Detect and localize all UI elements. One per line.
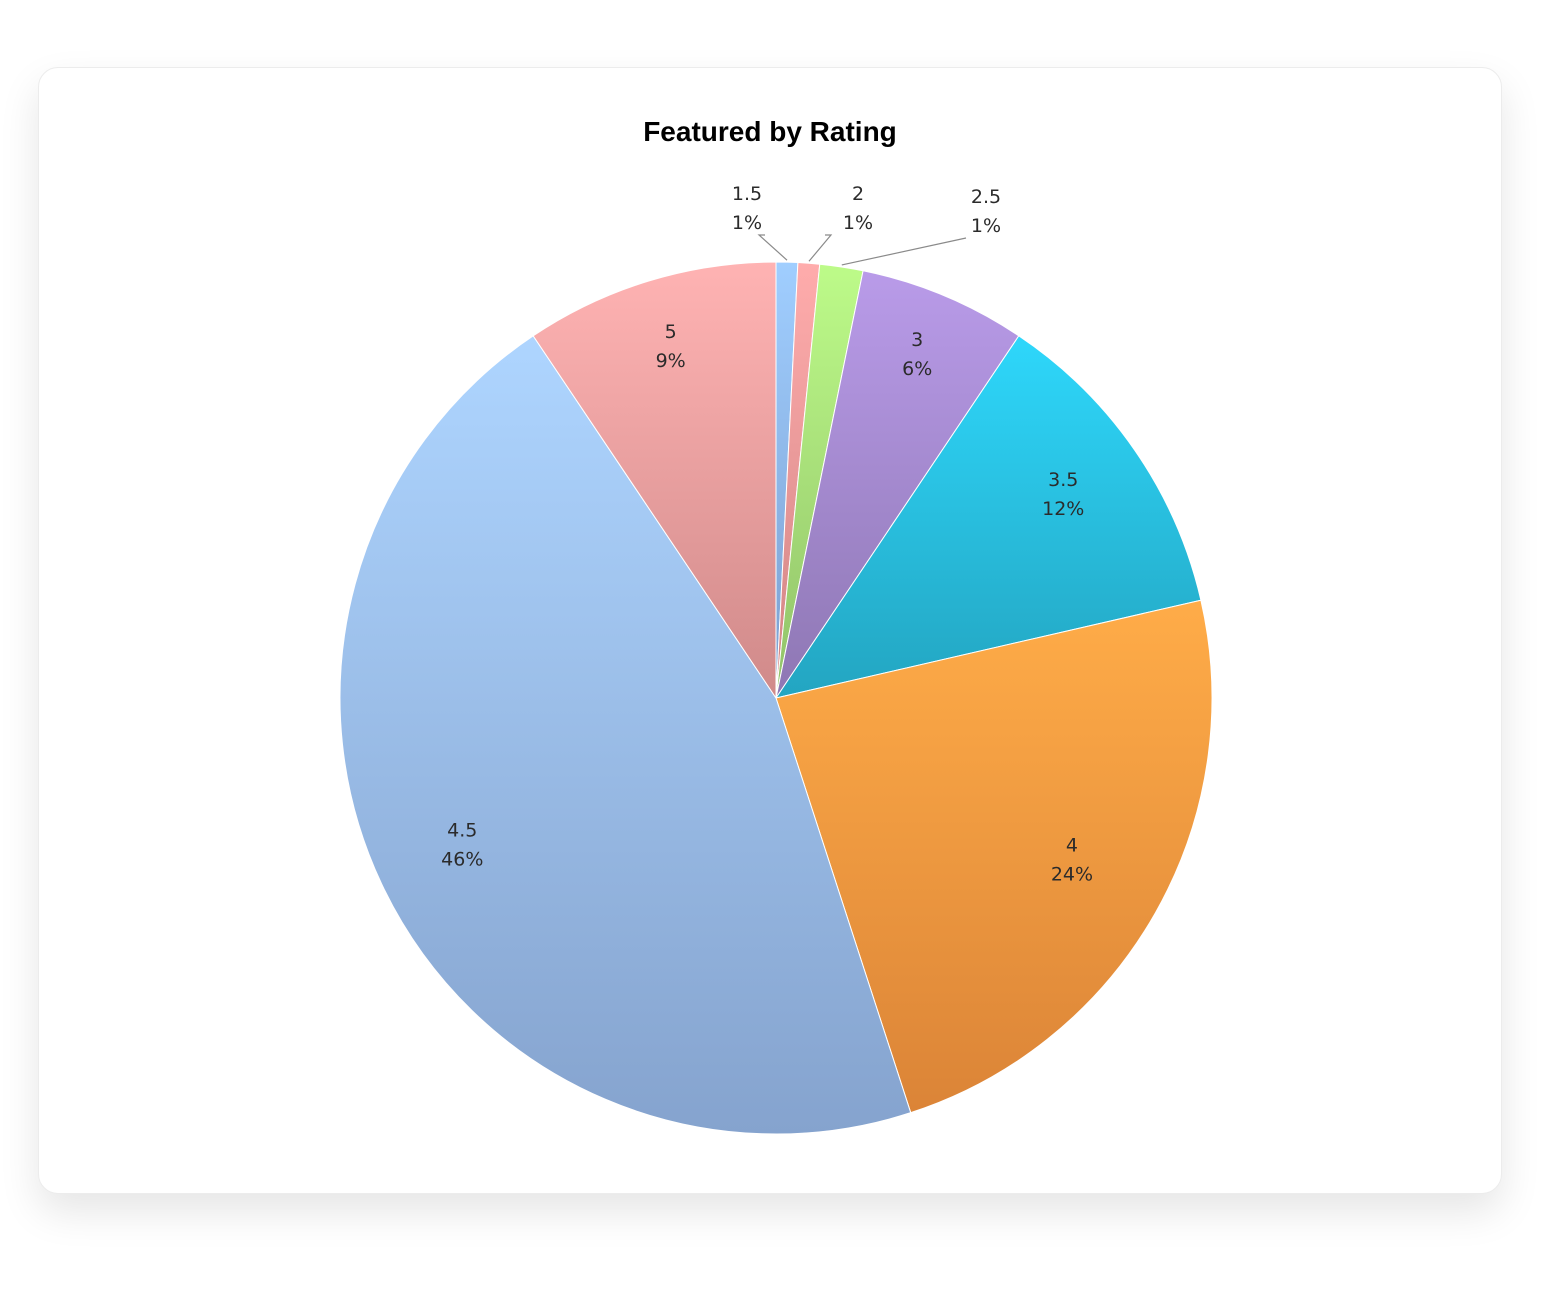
slice-percent-cat4_5: 46% bbox=[441, 848, 483, 870]
slice-label-cat3_5: 3.5 bbox=[1048, 469, 1078, 491]
slice-label-cat2_5: 2.5 bbox=[971, 186, 1001, 208]
slice-cat3_5 bbox=[774, 335, 1202, 699]
leader-line-cat1_5 bbox=[757, 234, 788, 261]
slice-percent-cat5: 9% bbox=[656, 350, 686, 372]
slice-cat4_5 bbox=[339, 335, 912, 1135]
slice-cat3 bbox=[775, 270, 1020, 699]
slice-label-cat4_5: 4.5 bbox=[447, 819, 477, 841]
slice-label-cat3: 3 bbox=[911, 329, 923, 351]
slice-percent-cat3: 6% bbox=[902, 358, 932, 380]
slice-cat4 bbox=[775, 599, 1213, 1114]
slice-label-cat2: 2 bbox=[852, 183, 864, 205]
slice-label-cat4: 4 bbox=[1066, 835, 1078, 857]
slice-percent-cat2_5: 1% bbox=[971, 215, 1001, 237]
chart-title: Featured by Rating bbox=[643, 116, 897, 147]
slice-percent-cat2: 1% bbox=[843, 212, 873, 234]
slice-label-cat5: 5 bbox=[665, 321, 677, 343]
slice-percent-cat1_5: 1% bbox=[732, 212, 762, 234]
leader-line-cat2 bbox=[808, 234, 833, 262]
slice-cat5 bbox=[532, 261, 777, 700]
leader-line-cat2_5 bbox=[841, 237, 967, 266]
slice-percent-cat4: 24% bbox=[1051, 864, 1093, 886]
slice-label-cat1_5: 1.5 bbox=[732, 183, 762, 205]
slice-percent-cat3_5: 12% bbox=[1042, 498, 1084, 520]
